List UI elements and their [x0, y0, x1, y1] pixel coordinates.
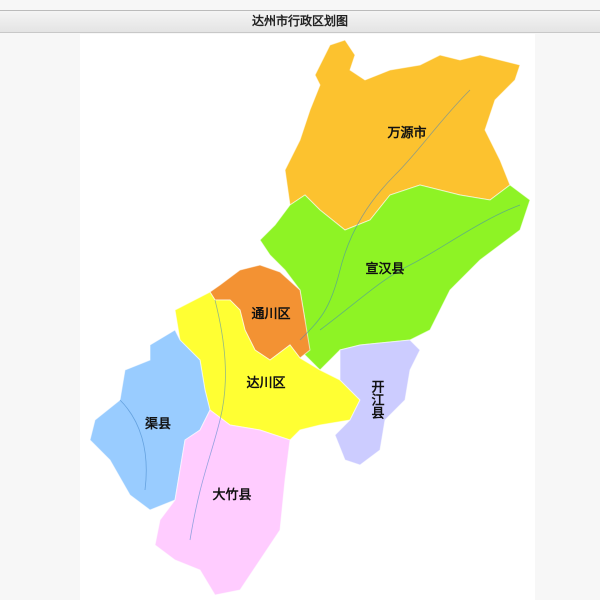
river — [299, 89, 471, 341]
river — [189, 299, 226, 541]
label-xuanhan: 宣汉县 — [365, 261, 404, 277]
region-kaijiang[interactable] — [334, 339, 421, 466]
region-xuanhan[interactable] — [259, 184, 531, 371]
label-tongchuan: 通川区 — [251, 306, 290, 322]
region-dazhu[interactable] — [154, 409, 291, 596]
label-wanyuan: 万源市 — [386, 125, 426, 141]
map-title: 达州市行政区划图 — [0, 10, 600, 33]
label-dazhu: 大竹县 — [212, 487, 251, 503]
region-wanyuan[interactable] — [284, 39, 521, 231]
label-quxian: 渠县 — [144, 416, 171, 432]
label-dachuan: 达川区 — [246, 375, 285, 391]
river — [319, 204, 521, 331]
river — [119, 399, 147, 491]
label-kaijiang: 开江县 — [369, 380, 385, 420]
